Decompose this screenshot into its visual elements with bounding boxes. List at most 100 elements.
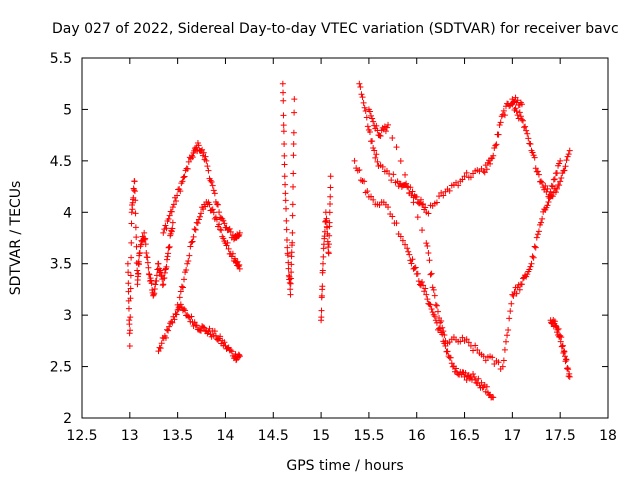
data-point-trace: [550, 176, 557, 183]
data-point-trace: [433, 302, 440, 309]
data-point-trace: [372, 154, 379, 161]
data-point: [291, 96, 298, 103]
data-point-trace: [534, 168, 541, 175]
data-point-trace: [552, 323, 559, 330]
data-point-trace: [402, 241, 409, 248]
data-point-trace: [166, 243, 173, 250]
data-point-trace: [174, 192, 181, 199]
data-point-trace: [188, 313, 195, 320]
data-point-trace: [283, 217, 290, 224]
data-point-trace: [132, 210, 139, 217]
data-point-trace: [282, 197, 289, 204]
data-point-trace: [157, 345, 164, 352]
data-point-trace: [507, 308, 514, 315]
data-point-trace: [527, 263, 534, 270]
data-point-trace: [179, 284, 186, 291]
data-point-trace: [563, 157, 570, 164]
data-point-trace: [127, 327, 134, 334]
data-point-trace: [171, 316, 178, 323]
data-point: [461, 173, 468, 180]
data-point: [557, 178, 564, 185]
data-point-trace: [519, 117, 526, 124]
data-point: [404, 183, 411, 190]
data-point: [160, 229, 167, 236]
data-point-trace: [529, 253, 536, 260]
data-point-trace: [431, 313, 438, 320]
data-point-trace: [163, 263, 170, 270]
data-point-trace: [127, 314, 134, 321]
data-point-trace: [529, 149, 536, 156]
data-point-trace: [556, 160, 563, 167]
data-point-trace: [148, 280, 155, 287]
data-point-trace: [173, 311, 180, 318]
data-point-trace: [376, 132, 383, 139]
data-point-trace: [566, 370, 573, 377]
data-point-trace: [168, 208, 175, 215]
data-point-trace: [427, 301, 434, 308]
data-point-trace: [166, 212, 173, 219]
data-point-trace: [319, 267, 326, 274]
data-point-trace: [142, 241, 149, 248]
y-axis-ticks: 2 2.5 3 3.5 4 4.5 5 5.5: [50, 51, 608, 427]
data-point-trace: [419, 278, 426, 285]
data-point: [124, 260, 131, 267]
data-point-trace: [287, 275, 294, 282]
data-point-trace: [320, 253, 327, 260]
data-point-trace: [497, 119, 504, 126]
x-tick-label: 18: [599, 428, 617, 444]
data-point-trace: [287, 280, 294, 287]
data-point-trace: [325, 244, 332, 251]
data-point: [538, 178, 545, 185]
data-point-trace: [322, 218, 329, 225]
data-point: [432, 317, 439, 324]
data-point-trace: [289, 212, 296, 219]
data-point-trace: [414, 270, 421, 277]
data-point-trace: [186, 252, 193, 259]
data-point-trace: [436, 193, 443, 200]
data-point: [518, 281, 525, 288]
data-point-trace: [229, 250, 236, 257]
data-point-trace: [383, 167, 390, 174]
data-point-trace: [397, 158, 404, 165]
data-point-trace: [523, 127, 530, 134]
data-point-trace: [224, 239, 231, 246]
data-point: [480, 168, 487, 175]
data-point-trace: [465, 339, 472, 346]
data-point-trace: [126, 321, 133, 328]
data-point-trace: [514, 97, 521, 104]
data-point-trace: [557, 338, 564, 345]
data-point-trace: [403, 180, 410, 187]
data-point-trace: [290, 141, 297, 148]
data-point-trace: [288, 249, 295, 256]
x-tick-label: 15.5: [353, 428, 384, 444]
x-tick-label: 14: [217, 428, 235, 444]
data-point-trace: [168, 318, 175, 325]
data-point-trace: [228, 348, 235, 355]
data-point-trace: [553, 169, 560, 176]
data-point: [145, 271, 152, 277]
data-point-trace: [389, 135, 396, 142]
data-point: [160, 281, 167, 288]
data-point: [188, 152, 195, 159]
data-point-trace: [368, 193, 375, 200]
data-point: [174, 307, 181, 313]
data-point-trace: [131, 188, 138, 195]
data-point-trace: [524, 130, 531, 137]
y-tick-label: 3.5: [50, 257, 72, 273]
data-point-trace: [527, 140, 534, 147]
data-point-trace: [417, 196, 424, 203]
data-point-trace: [565, 151, 572, 158]
data-point-trace: [564, 365, 571, 372]
data-point: [287, 291, 294, 298]
data-point-trace: [558, 174, 565, 181]
data-point-trace: [178, 283, 185, 290]
data-point-trace: [236, 352, 243, 359]
data-point-trace: [216, 209, 223, 216]
data-point-trace: [290, 152, 297, 159]
data-point-trace: [205, 167, 212, 174]
data-point-trace: [169, 319, 176, 326]
data-point-trace: [127, 285, 134, 292]
data-point: [499, 363, 506, 370]
data-point-trace: [188, 239, 195, 246]
